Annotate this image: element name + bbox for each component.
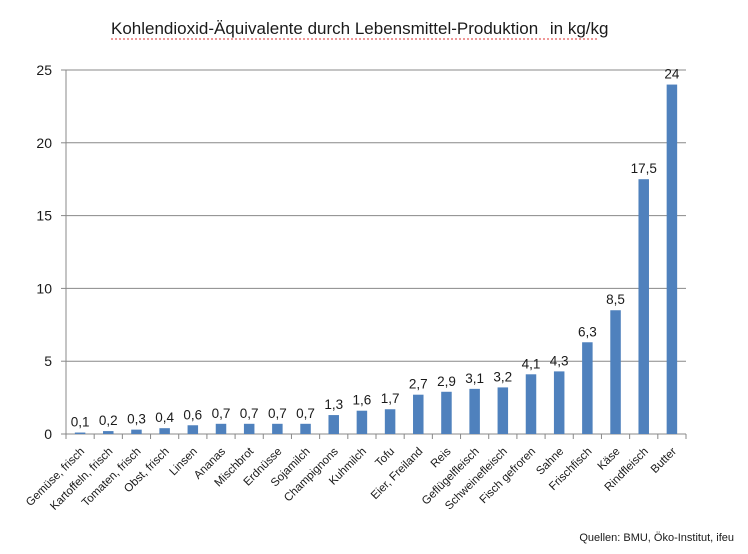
bar	[413, 394, 424, 434]
x-category-label: Reis	[429, 445, 454, 470]
bar	[328, 415, 339, 434]
bar	[638, 179, 649, 434]
data-label: 0,7	[296, 406, 315, 421]
source-note: Quellen: BMU, Öko-Institut, ifeu	[579, 532, 734, 544]
bar-layer	[74, 84, 678, 434]
y-tick-label: 15	[36, 208, 52, 224]
data-label: 4,3	[550, 353, 569, 368]
data-label: 3,2	[493, 369, 512, 384]
bar	[469, 388, 480, 434]
data-label: 0,7	[212, 406, 231, 421]
bar	[582, 342, 593, 434]
data-label: 0,7	[240, 406, 259, 421]
chart-title: Kohlendioxid-Äquivalente durch Lebensmit…	[111, 19, 608, 38]
bar	[131, 429, 142, 434]
y-tick-label: 25	[36, 62, 52, 78]
data-label: 1,3	[324, 397, 343, 412]
data-label: 2,9	[437, 374, 456, 389]
y-tick-label: 20	[36, 135, 52, 151]
data-label: 0,1	[71, 415, 90, 430]
bar	[666, 84, 678, 434]
bar	[243, 423, 255, 434]
data-label: 3,1	[465, 371, 484, 386]
bar	[215, 423, 227, 434]
data-label: 0,4	[155, 410, 174, 425]
bar	[103, 431, 114, 434]
bar	[159, 428, 170, 434]
x-category-label: Tofu	[373, 446, 397, 470]
data-label: 8,5	[606, 292, 625, 307]
bar	[187, 425, 199, 434]
bar	[384, 409, 396, 434]
data-label: 2,7	[409, 377, 428, 392]
data-label: 1,7	[381, 391, 400, 406]
data-label: 24	[664, 67, 680, 82]
x-category-label: Eier, Freiland	[369, 446, 425, 502]
bar	[610, 310, 621, 434]
y-tick-label: 0	[44, 426, 52, 442]
data-label: 0,6	[183, 407, 202, 422]
data-label: 0,7	[268, 406, 287, 421]
chart-title-unit: in kg/kg	[550, 19, 609, 38]
bar	[272, 423, 283, 434]
bar	[553, 371, 565, 434]
chart-title-main: Kohlendioxid-Äquivalente durch Lebensmit…	[111, 19, 538, 38]
data-label: 0,2	[99, 413, 118, 428]
data-label-layer: 0,1 0,2 0,3 0,4 0,6 0,7 0,7 0,7 0,7 1,3 1,6 1,7 2,7 2…	[71, 67, 680, 430]
bar	[441, 391, 452, 434]
data-label: 0,3	[127, 412, 146, 427]
y-tick-label: 10	[36, 280, 52, 296]
bar	[497, 387, 509, 434]
data-label: 1,6	[353, 393, 372, 408]
data-label: 4,1	[522, 356, 541, 371]
grid-layer	[66, 69, 686, 362]
bar	[525, 374, 537, 434]
bar	[74, 432, 86, 434]
bar	[300, 423, 311, 434]
data-label: 17,5	[631, 161, 657, 176]
y-tick-label: 5	[44, 353, 52, 369]
x-category-label: Butter	[649, 446, 679, 476]
data-label: 6,3	[578, 324, 597, 339]
bar	[356, 410, 368, 434]
